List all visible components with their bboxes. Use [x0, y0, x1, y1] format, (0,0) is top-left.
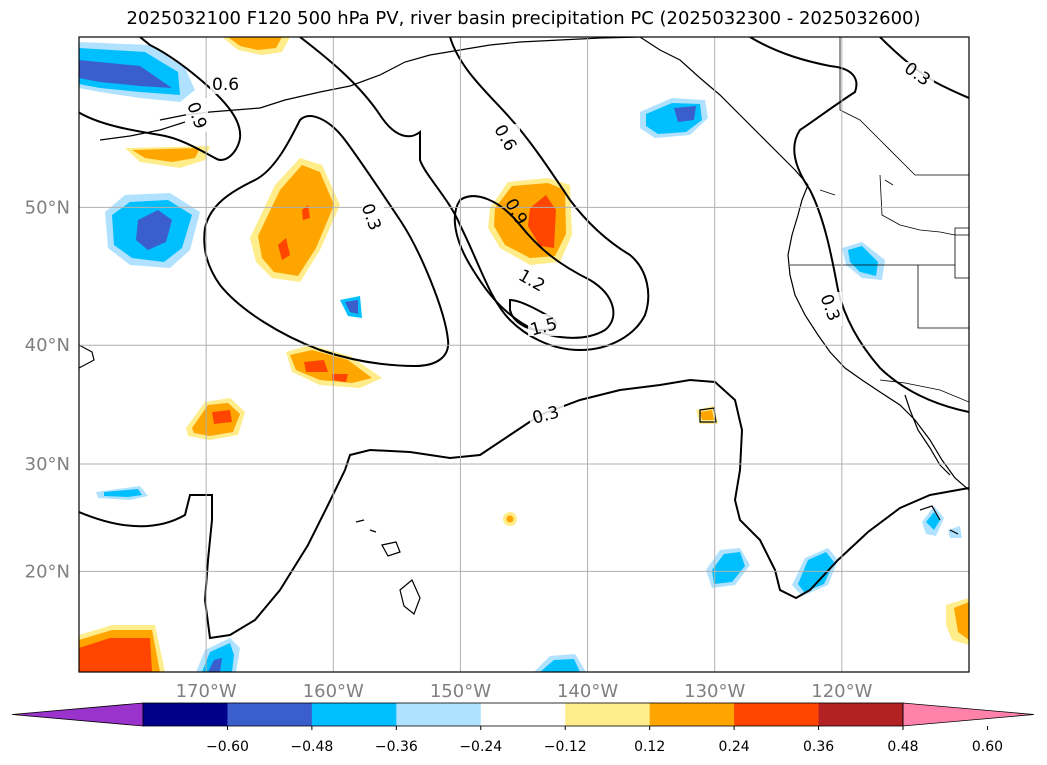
lon-tick-label: 150°W — [430, 681, 491, 702]
lon-tick-label: 170°W — [176, 681, 237, 702]
lon-tick-label: 130°W — [684, 681, 745, 702]
latitude-labels: 20°N 30°N 40°N 50°N — [25, 197, 70, 582]
colorbar-tick-label: 0.36 — [803, 739, 834, 755]
colorbar-segment — [734, 703, 820, 726]
colorbar-segment — [311, 703, 397, 726]
colorbar-segment — [818, 703, 904, 726]
colorbar-extend-max — [902, 702, 1035, 727]
borders — [790, 37, 969, 403]
lon-tick-label: 140°W — [557, 681, 618, 702]
colorbar-tick-label: −0.24 — [459, 739, 502, 755]
map-frame — [78, 36, 970, 673]
graticule — [79, 37, 969, 672]
colorbar-tick-label: 0.60 — [972, 739, 1003, 755]
colorbar-segment — [480, 703, 566, 726]
colorbar-segment — [143, 703, 228, 726]
coastlines — [79, 37, 969, 615]
colorbar-tick-label: 0.48 — [887, 739, 918, 755]
contour-label-0-6-nw: 0.6 — [212, 75, 239, 95]
colorbar-tick-label: −0.48 — [290, 739, 333, 755]
colorbar-extend-min — [11, 702, 144, 727]
map-area — [79, 37, 969, 672]
colorbar-tick-label: −0.36 — [375, 739, 418, 755]
colorbar-tick-label: −0.60 — [206, 739, 249, 755]
pv-contours — [79, 37, 969, 640]
lat-tick-label: 20°N — [25, 561, 70, 582]
colorbar-segment — [227, 703, 313, 726]
lon-tick-label: 120°W — [811, 681, 872, 702]
colorbar-tick-label: 0.24 — [719, 739, 750, 755]
colorbar: −0.60 −0.48 −0.36 −0.24 −0.12 0.12 0.24 0.36 0.4… — [11, 702, 1035, 755]
colorbar-tick-label: 0.12 — [634, 739, 665, 755]
lat-tick-label: 30°N — [25, 454, 70, 475]
colorbar-segment — [649, 703, 735, 726]
lat-tick-label: 40°N — [25, 335, 70, 356]
colorbar-segment — [396, 703, 482, 726]
figure-title: 2025032100 F120 500 hPa PV, river basin … — [126, 8, 921, 29]
colorbar-segment — [565, 703, 651, 726]
lon-tick-label: 160°W — [303, 681, 364, 702]
colorbar-tick-label: −0.12 — [544, 739, 587, 755]
longitude-labels: 170°W 160°W 150°W 140°W 130°W 120°W — [176, 681, 873, 702]
shaded-fields — [79, 37, 969, 672]
lat-tick-label: 50°N — [25, 197, 70, 218]
colorbar-frame — [142, 702, 904, 727]
